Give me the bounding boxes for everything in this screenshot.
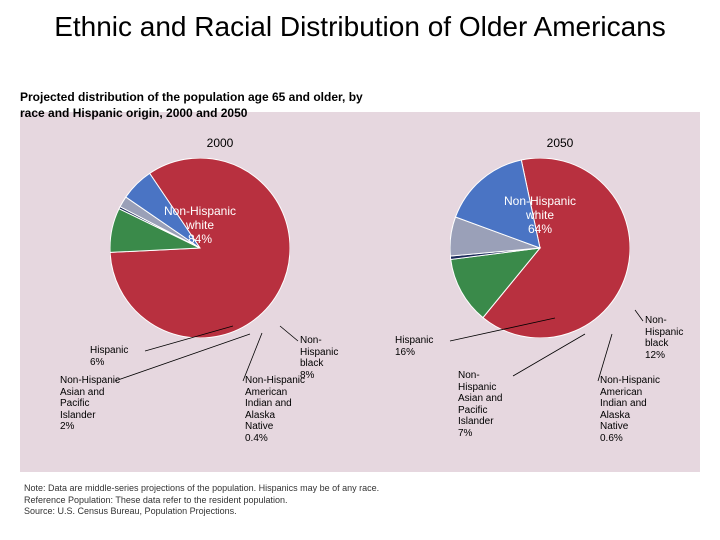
callout-hispanic: Hispanic6% bbox=[90, 345, 128, 368]
leader-nh_api bbox=[513, 334, 585, 376]
slice-center-label: Non-Hispanicwhite84% bbox=[110, 205, 290, 246]
pie-2050: 2050 Non-Hispanicwhite64%Non-Hispanicbla… bbox=[390, 140, 720, 480]
callout-nh_black: Non-Hispanicblack12% bbox=[645, 315, 683, 361]
pie-svg bbox=[450, 158, 630, 338]
page-title: Ethnic and Racial Distribution of Older … bbox=[0, 0, 720, 50]
pie-year-label: 2050 bbox=[390, 136, 720, 150]
callout-nh_api: Non-HispanicAsian andPacificIslander7% bbox=[458, 370, 502, 439]
pie-svg bbox=[110, 158, 290, 338]
pie-year-label: 2000 bbox=[50, 136, 390, 150]
pie-2000: 2000 Non-Hispanicwhite84%Non-Hispanicbla… bbox=[50, 140, 390, 480]
callout-nh_api: Non-HispanicAsian andPacificIslander2% bbox=[60, 375, 120, 433]
leader-nh_black bbox=[635, 310, 643, 321]
callout-hispanic: Hispanic16% bbox=[395, 335, 433, 358]
chart-subtitle: Projected distribution of the population… bbox=[20, 90, 363, 121]
leader-nh_aian bbox=[243, 333, 262, 381]
chart-footnote: Note: Data are middle-series projections… bbox=[24, 483, 379, 518]
callout-nh_black: Non-Hispanicblack8% bbox=[300, 335, 338, 381]
callout-nh_aian: Non-HispanicAmericanIndian andAlaskaNati… bbox=[600, 375, 660, 444]
leader-nh_api bbox=[115, 334, 250, 381]
slice-center-label: Non-Hispanicwhite64% bbox=[450, 195, 630, 236]
callout-nh_aian: Non-HispanicAmericanIndian andAlaskaNati… bbox=[245, 375, 305, 444]
leader-nh_aian bbox=[598, 334, 612, 381]
chart-area: Projected distribution of the population… bbox=[20, 90, 700, 530]
